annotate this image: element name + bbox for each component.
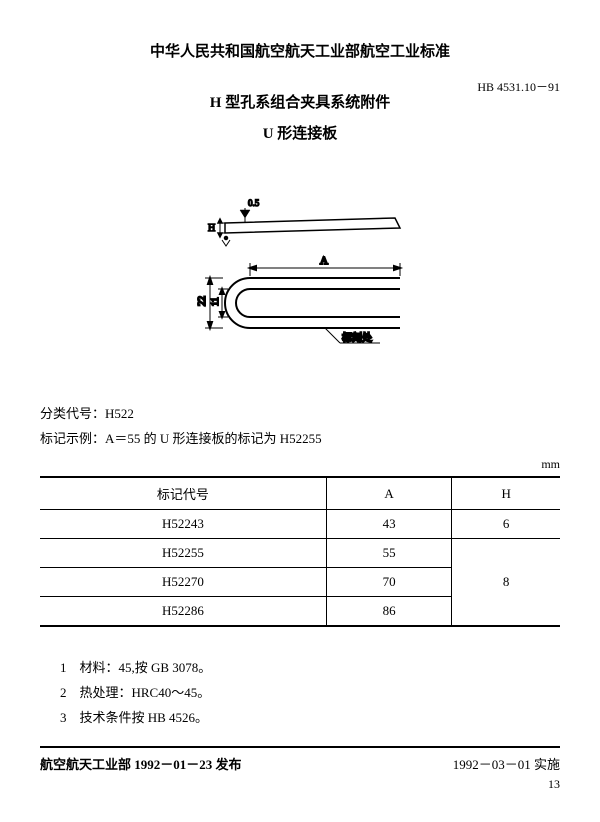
table-cell: H52243 — [40, 510, 326, 539]
marking-value: A＝55 的 U 形连接板的标记为 H52255 — [105, 431, 322, 446]
marking-callout: 标刻处 — [342, 331, 372, 344]
th-code: 标记代号 — [40, 477, 326, 510]
footer-effective: 1992－03－01 实施 — [453, 754, 560, 773]
standard-code: HB 4531.10－91 — [477, 78, 560, 95]
class-code-line: 分类代号：H522 — [40, 403, 560, 422]
page-number: 13 — [40, 777, 560, 792]
table-cell: 6 — [452, 510, 560, 539]
dim-11: 11 — [210, 297, 220, 306]
footer-issue: 航空航天工业部 1992－01－23 发布 — [40, 754, 242, 773]
note-3: 3 技术条件按 HB 4526。 — [40, 707, 560, 726]
class-code-value: H522 — [105, 406, 134, 421]
dim-h: H — [208, 223, 215, 234]
org-title: 中华人民共和国航空航天工业部航空工业标准 — [40, 40, 560, 61]
page-footer: 航空航天工业部 1992－01－23 发布 1992－03－01 实施 13 — [40, 746, 560, 792]
note-2: 2 热处理：HRC40～45。 — [40, 682, 560, 701]
table-cell: 70 — [326, 568, 451, 597]
dim-05: 0.5 — [248, 198, 260, 208]
sub-title: U 形连接板 — [40, 122, 560, 143]
table-cell: H52270 — [40, 568, 326, 597]
technical-diagram: 0.5 H A — [40, 183, 560, 363]
class-code-label: 分类代号： — [40, 406, 105, 421]
dim-22: 22 — [197, 296, 208, 306]
dim-a: A — [320, 255, 328, 267]
table-cell: H52255 — [40, 539, 326, 568]
th-a: A — [326, 477, 451, 510]
th-h: H — [452, 477, 560, 510]
table-cell: 86 — [326, 597, 451, 627]
table-cell: 43 — [326, 510, 451, 539]
table-cell: 8 — [452, 539, 560, 627]
marking-label: 标记示例： — [40, 431, 105, 446]
notes-section: 1 材料：45,按 GB 3078。 2 热处理：HRC40～45。 3 技术条… — [40, 657, 560, 726]
table-cell: H52286 — [40, 597, 326, 627]
marking-example-line: 标记示例：A＝55 的 U 形连接板的标记为 H52255 — [40, 428, 560, 447]
main-title: H 型孔系组合夹具系统附件 — [210, 91, 390, 112]
unit-label: mm — [40, 457, 560, 472]
spec-table: 标记代号 A H H52243 43 6 H52255 55 8 H52270 … — [40, 476, 560, 627]
note-1: 1 材料：45,按 GB 3078。 — [40, 657, 560, 676]
table-cell: 55 — [326, 539, 451, 568]
